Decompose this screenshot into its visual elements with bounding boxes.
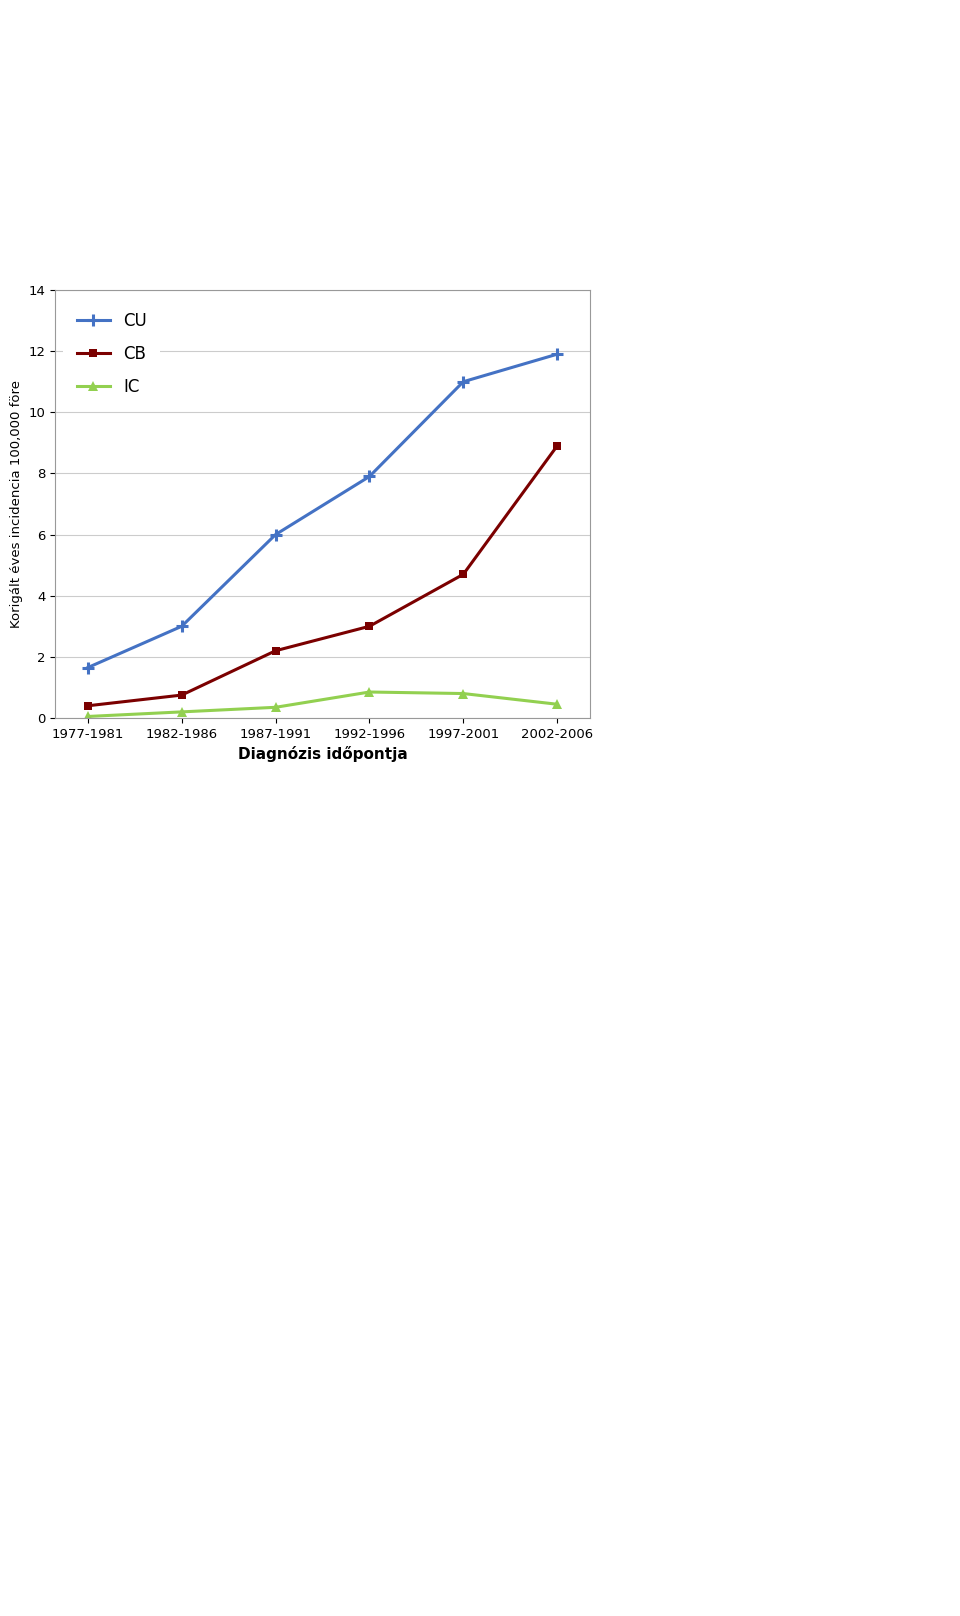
IC: [176, 703, 187, 722]
Y-axis label: Korigált éves incidencia 100,000 före: Korigált éves incidencia 100,000 före: [10, 380, 23, 629]
CB: [364, 617, 375, 637]
CU: [270, 525, 281, 545]
Line: IC: IC: [83, 687, 562, 721]
IC: [83, 706, 94, 726]
CU: [176, 617, 187, 637]
Legend: CU, CB, IC: CU, CB, IC: [63, 299, 160, 409]
CB: [176, 685, 187, 705]
CB: [551, 436, 563, 456]
IC: [551, 695, 563, 714]
CB: [83, 696, 94, 716]
CU: [364, 467, 375, 486]
CU: [551, 344, 563, 364]
IC: [458, 684, 469, 703]
CB: [458, 564, 469, 583]
CU: [458, 372, 469, 391]
X-axis label: Diagnózis időpontja: Diagnózis időpontja: [238, 747, 407, 763]
CB: [270, 642, 281, 661]
CU: [83, 658, 94, 677]
Line: CB: CB: [84, 441, 562, 709]
IC: [270, 698, 281, 718]
IC: [364, 682, 375, 701]
Line: CU: CU: [82, 347, 564, 674]
